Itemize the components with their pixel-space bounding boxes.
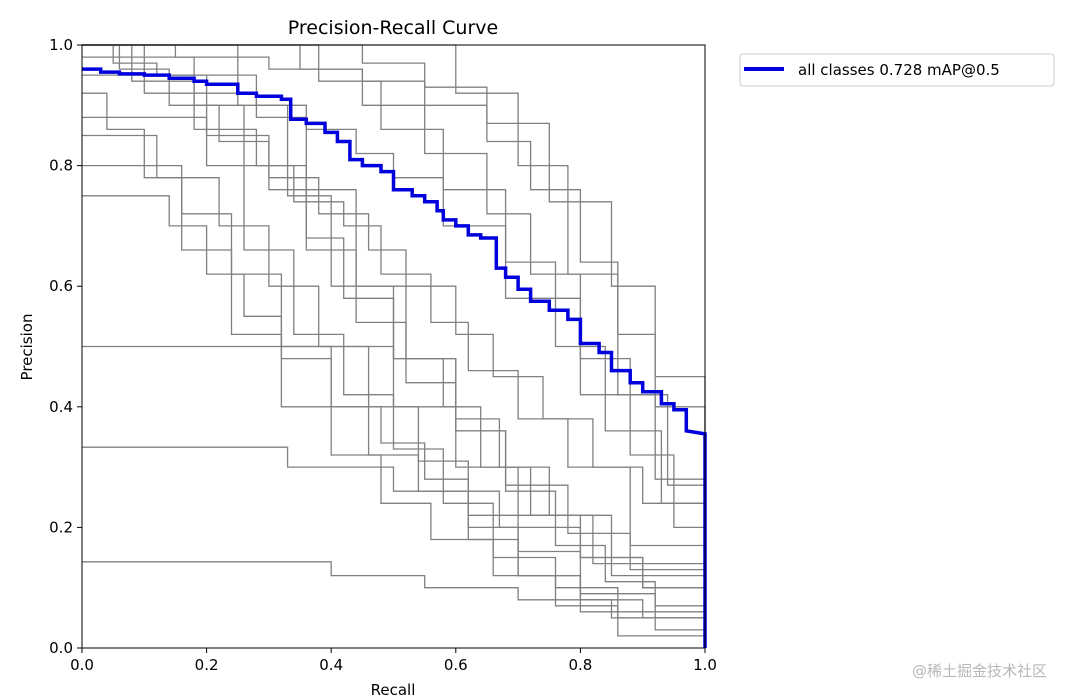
chart-title: Precision-Recall Curve: [288, 17, 498, 39]
x-axis-label: Recall: [371, 681, 416, 699]
y-tick-label: 0.6: [49, 277, 73, 295]
watermark-text: @稀土掘金技术社区: [911, 662, 1047, 680]
legend-box: [739, 53, 1055, 87]
class-curve-class-14: [82, 56, 706, 648]
x-axis-ticks: 0.0 0.2 0.4 0.6 0.8 1.0: [70, 648, 717, 674]
y-tick-label: 0.0: [49, 639, 73, 657]
class-curve-class-12: [82, 116, 706, 648]
class-curve-class-15: [82, 44, 706, 648]
plot-frame: [81, 44, 706, 649]
class-curve-class-11: [82, 44, 706, 648]
class-curve-class-03: [82, 44, 706, 648]
class-curve-class-19: [82, 92, 706, 648]
y-axis-label: Precision: [18, 314, 36, 381]
x-tick-label: 0.8: [568, 656, 592, 674]
class-curve-class-18: [82, 74, 706, 648]
class-curve-class-13: [82, 44, 706, 648]
legend: all classes 0.728 mAP@0.5: [739, 53, 1055, 87]
class-curve-class-17: [82, 44, 706, 648]
all-classes-curve-group: [82, 67, 707, 648]
y-tick-label: 0.4: [49, 398, 73, 416]
all-classes-curve: [82, 67, 707, 648]
class-curve-class-20: [82, 44, 706, 648]
x-tick-label: 0.0: [70, 656, 94, 674]
x-tick-label: 1.0: [693, 656, 717, 674]
class-curve-class-09: [82, 446, 706, 648]
legend-label: all classes 0.728 mAP@0.5: [798, 61, 1000, 79]
y-tick-label: 0.2: [49, 518, 73, 536]
x-tick-label: 0.4: [319, 656, 343, 674]
class-curve-class-16: [82, 134, 706, 648]
class-curves: [82, 44, 706, 648]
y-tick-label: 1.0: [49, 36, 73, 54]
class-curve-class-02: [82, 44, 706, 648]
y-axis-ticks: 0.0 0.2 0.4 0.6 0.8 1.0: [49, 36, 82, 657]
x-tick-label: 0.2: [195, 656, 219, 674]
y-tick-label: 0.8: [49, 157, 73, 175]
x-tick-label: 0.6: [444, 656, 468, 674]
